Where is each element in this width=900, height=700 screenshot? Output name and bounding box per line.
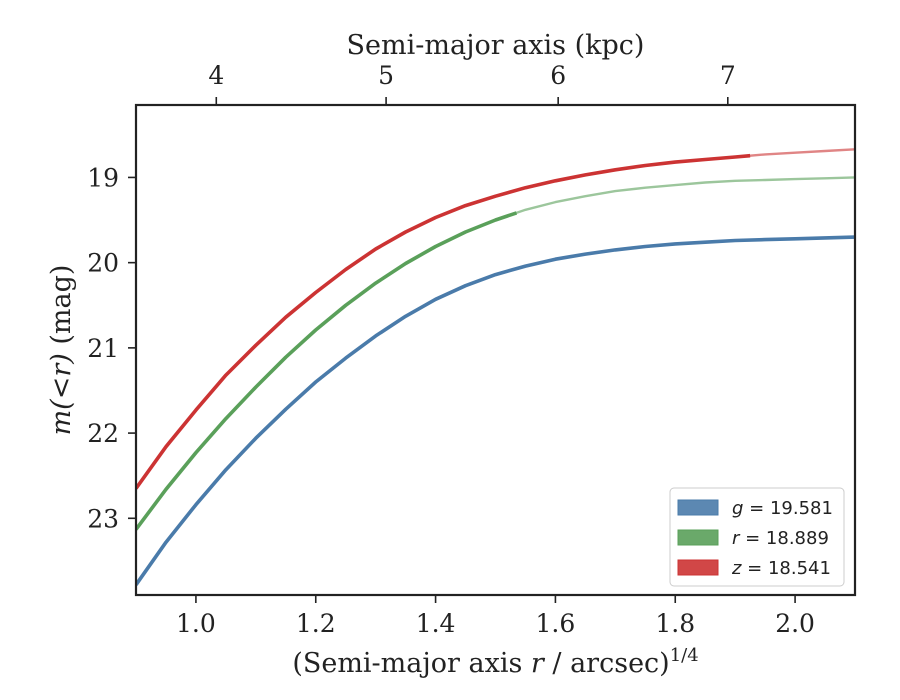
x-tick-label: 1.4 (416, 609, 456, 638)
y-tick-label: 23 (87, 504, 119, 533)
legend: g = 19.581 r = 18.889 z = 18.541 (669, 487, 845, 587)
top-tick-label: 4 (208, 61, 224, 90)
x-axis-title-var: r (531, 648, 546, 679)
y-tick-label: 19 (87, 163, 119, 192)
plot-frame (134, 103, 857, 597)
y-axis-title-unit: (mag) (46, 265, 77, 354)
legend-label-z: z = 18.541 (731, 558, 831, 579)
ticks-layer: 1.0 1.2 1.4 1.6 1.8 2.0 19 20 21 22 23 4 5 6 7 (87, 61, 815, 638)
legend-label-g: g = 19.581 (732, 498, 833, 519)
x-axis-title-prefix: (Semi-major axis (292, 648, 531, 679)
legend-swatch-r (677, 529, 719, 546)
y-tick-label: 20 (87, 249, 119, 278)
legend-label-r: r = 18.889 (732, 528, 829, 549)
series-z-line (136, 153, 751, 490)
series-z-faint-line (136, 148, 855, 490)
series-r-faint-line (136, 176, 855, 531)
x-tick-label: 1.0 (176, 609, 216, 638)
y-axis-title-var: m(<r) (46, 353, 77, 435)
x-tick-label: 2.0 (775, 609, 815, 638)
y-tick-label: 21 (87, 334, 119, 363)
legend-swatch-g (677, 499, 719, 516)
top-tick-label: 5 (378, 61, 394, 90)
x-tick-label: 1.6 (536, 609, 576, 638)
legend-swatch-z (677, 559, 719, 576)
series-r-line (136, 211, 518, 531)
x-axis-title: (Semi-major axis r / arcsec)1/4 (292, 645, 698, 679)
y-axis-title: m(<r) (mag) (46, 265, 77, 436)
x-axis-title-suffix: / arcsec) (544, 648, 670, 679)
x-tick-label: 1.8 (655, 609, 695, 638)
top-tick-label: 6 (550, 61, 566, 90)
curves-layer (136, 148, 855, 586)
y-tick-label: 22 (87, 419, 119, 448)
top-tick-label: 7 (720, 61, 736, 90)
top-axis-title: Semi-major axis (kpc) (347, 30, 645, 61)
x-axis-title-sup: 1/4 (670, 645, 699, 666)
series-g-line (136, 235, 855, 586)
x-tick-label: 1.2 (296, 609, 336, 638)
